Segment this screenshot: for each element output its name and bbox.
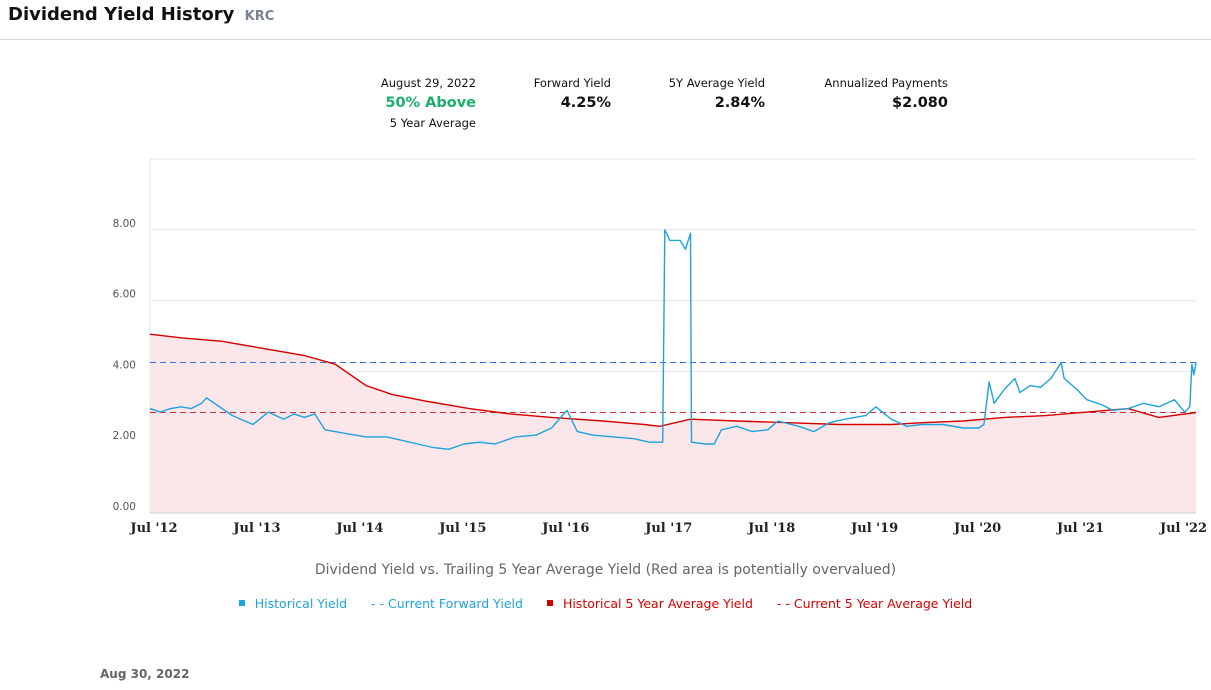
x-tick-label: Jul '13	[232, 521, 280, 536]
legend-avg-current-label: - - Current 5 Year Average Yield	[776, 596, 973, 611]
stat-payments-value: $2.080	[892, 95, 948, 111]
ticker-symbol: KRC	[244, 9, 275, 24]
x-tick-label: Jul '20	[953, 521, 1001, 536]
stat-average-label: 5Y Average Yield	[668, 76, 765, 90]
stat-date-block: August 29, 2022 50% Above 5 Year Average	[330, 75, 476, 131]
stat-average-block: 5Y Average Yield 2.84%	[640, 75, 765, 115]
x-tick-label: Jul '21	[1056, 521, 1104, 536]
y-tick-label: 4.00	[113, 359, 136, 371]
stat-payments-label: Annualized Payments	[824, 76, 948, 90]
x-tick-label: Jul '12	[129, 521, 177, 536]
page-title: Dividend Yield History KRC	[8, 4, 274, 25]
x-tick-label: Jul '14	[335, 521, 383, 536]
stat-forward-value: 4.25%	[560, 95, 611, 111]
stat-payments-block: Annualized Payments $2.080	[790, 75, 948, 115]
legend-avg-hist-label: Historical 5 Year Average Yield	[562, 596, 753, 611]
legend-historical-5y-average[interactable]: Historical 5 Year Average Yield	[542, 596, 758, 611]
x-tick-label: Jul '22	[1159, 521, 1207, 536]
stat-status-value: 50% Above	[385, 95, 476, 111]
footer-date: Aug 30, 2022	[100, 667, 190, 681]
legend-blue-square-icon	[238, 600, 245, 606]
stat-average-value: 2.84%	[714, 95, 765, 111]
legend-forward-label: - - Current Forward Yield	[371, 596, 523, 611]
stat-forward-block: Forward Yield 4.25%	[500, 75, 611, 115]
x-tick-label: Jul '19	[850, 521, 898, 536]
x-tick-label: Jul '16	[541, 521, 589, 536]
title-text: Dividend Yield History	[8, 4, 235, 25]
legend-historical-label: Historical Yield	[254, 596, 348, 611]
chart-legend: Historical Yield - - Current Forward Yie…	[0, 596, 1211, 611]
legend-current-forward-yield[interactable]: - - Current Forward Yield	[366, 596, 528, 611]
y-tick-label: 8.00	[113, 218, 136, 230]
series-5y-average-line	[149, 333, 1197, 428]
y-tick-label: 2.00	[113, 430, 136, 442]
header-bar: Dividend Yield History KRC	[0, 0, 1211, 40]
stat-forward-label: Forward Yield	[533, 76, 611, 90]
stat-status-sub: 5 Year Average	[389, 116, 476, 130]
y-tick-label: 6.00	[113, 289, 136, 301]
legend-historical-yield[interactable]: Historical Yield	[234, 596, 352, 611]
x-tick-label: Jul '18	[747, 521, 795, 536]
yield-chart: 0.00 2.00 4.00 6.00 8.00 Jul '12 Jul '13 Jul '1…	[113, 158, 1207, 536]
x-tick-label: Jul '17	[644, 521, 692, 536]
series-historical-yield-line	[149, 229, 1197, 450]
legend-red-square-icon	[546, 600, 553, 606]
x-tick-label: Jul '15	[438, 521, 486, 536]
chart-caption: Dividend Yield vs. Trailing 5 Year Avera…	[314, 562, 897, 578]
stat-date-label: August 29, 2022	[380, 76, 476, 90]
legend-current-5y-average[interactable]: - - Current 5 Year Average Yield	[772, 596, 977, 611]
y-tick-label: 0.00	[113, 501, 136, 513]
